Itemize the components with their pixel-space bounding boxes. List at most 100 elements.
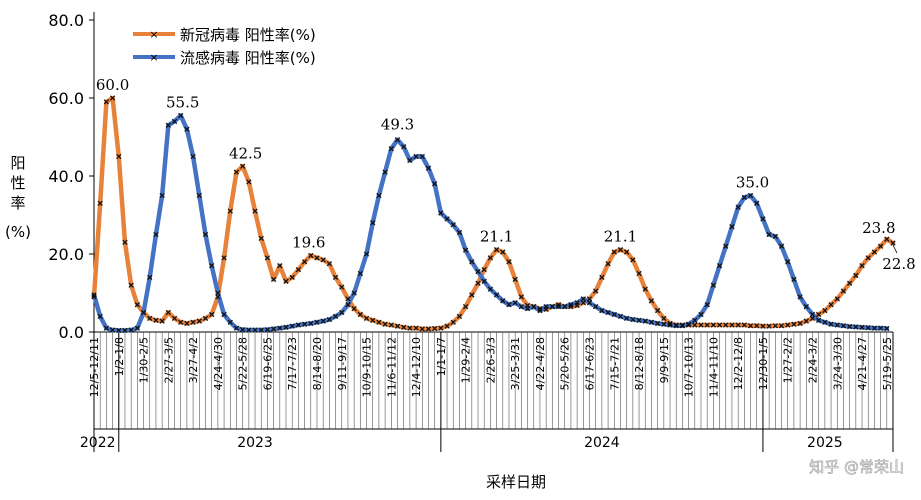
x-tick-label: 12/5-12/11 bbox=[88, 337, 101, 397]
data-label-leader bbox=[892, 244, 898, 254]
data-point-covid bbox=[171, 315, 178, 322]
data-point-flu bbox=[190, 153, 196, 160]
data-point-flu bbox=[320, 318, 326, 324]
data-point-flu bbox=[846, 323, 853, 330]
data-point-flu bbox=[611, 311, 617, 318]
data-point-covid bbox=[283, 278, 289, 284]
data-point-flu bbox=[382, 169, 388, 175]
data-point-flu bbox=[357, 270, 363, 277]
data-point-covid bbox=[91, 294, 97, 300]
year-label: 2022 bbox=[80, 435, 116, 451]
data-point-flu bbox=[407, 157, 413, 164]
data-label: 21.1 bbox=[480, 228, 513, 246]
x-tick-label: 4/22-4/28 bbox=[534, 337, 547, 390]
data-label: 35.0 bbox=[736, 174, 769, 192]
data-point-covid bbox=[698, 322, 704, 328]
data-point-covid bbox=[264, 255, 271, 261]
data-point-covid bbox=[239, 163, 246, 169]
data-point-flu bbox=[500, 298, 506, 304]
data-point-flu bbox=[283, 324, 289, 330]
data-point-covid bbox=[865, 255, 871, 261]
data-label: 55.5 bbox=[166, 94, 199, 112]
data-point-covid bbox=[704, 322, 710, 328]
data-point-covid bbox=[822, 307, 828, 314]
legend-label-covid: 新冠病毒 阳性率(%) bbox=[180, 26, 316, 44]
data-point-covid bbox=[196, 318, 202, 324]
data-point-covid bbox=[413, 325, 419, 331]
data-point-flu bbox=[419, 153, 425, 160]
data-point-flu bbox=[227, 319, 233, 325]
y-axis-title-char: 性 bbox=[10, 174, 25, 192]
data-point-flu bbox=[178, 112, 184, 119]
data-point-covid bbox=[332, 274, 339, 281]
data-point-covid bbox=[816, 311, 822, 318]
data-point-flu bbox=[710, 282, 717, 288]
data-point-covid bbox=[593, 288, 599, 294]
data-point-covid bbox=[394, 323, 401, 329]
data-point-covid bbox=[760, 323, 766, 329]
data-point-flu bbox=[221, 311, 227, 318]
data-point-covid bbox=[648, 298, 655, 304]
y-tick-label: 40.0 bbox=[48, 167, 84, 186]
data-point-flu bbox=[524, 305, 531, 312]
data-point-covid bbox=[586, 296, 593, 302]
data-point-covid bbox=[444, 323, 450, 329]
data-point-flu bbox=[698, 311, 704, 318]
data-point-covid bbox=[605, 261, 611, 267]
data-point-covid bbox=[884, 236, 890, 242]
data-point-flu bbox=[586, 300, 593, 306]
data-point-flu bbox=[797, 294, 803, 300]
data-point-flu bbox=[580, 296, 586, 302]
x-tick-label: 12/2-12/8 bbox=[732, 337, 745, 390]
data-point-flu bbox=[450, 222, 456, 228]
data-label: 60.0 bbox=[96, 76, 129, 94]
data-point-covid bbox=[401, 324, 407, 330]
data-point-covid bbox=[500, 249, 506, 255]
x-tick-label: 2/27-3/5 bbox=[162, 337, 175, 383]
data-point-flu bbox=[543, 303, 549, 310]
data-point-flu bbox=[685, 321, 692, 327]
data-point-covid bbox=[339, 284, 345, 290]
data-point-covid bbox=[456, 313, 463, 320]
data-point-flu bbox=[326, 316, 333, 323]
x-tick-label: 5/20-5/26 bbox=[559, 337, 572, 390]
data-point-flu bbox=[401, 144, 407, 150]
data-point-flu bbox=[277, 325, 283, 331]
data-point-flu bbox=[840, 323, 847, 329]
data-point-flu bbox=[134, 325, 141, 331]
data-point-covid bbox=[165, 309, 171, 316]
data-point-covid bbox=[475, 280, 481, 286]
data-point-covid bbox=[654, 307, 661, 314]
data-point-covid bbox=[735, 322, 741, 328]
series-markers bbox=[91, 95, 896, 334]
data-point-covid bbox=[277, 263, 283, 269]
y-tick-label: 0.0 bbox=[59, 323, 84, 342]
data-point-flu bbox=[215, 290, 221, 296]
data-point-flu bbox=[239, 327, 246, 333]
data-point-covid bbox=[246, 179, 252, 185]
data-point-flu bbox=[630, 316, 636, 323]
data-point-flu bbox=[760, 216, 766, 222]
data-point-covid bbox=[116, 153, 122, 160]
data-point-flu bbox=[413, 153, 419, 160]
data-point-covid bbox=[778, 323, 785, 329]
y-tick-label: 60.0 bbox=[48, 89, 84, 108]
series-line-covid bbox=[91, 95, 896, 332]
data-point-covid bbox=[202, 315, 209, 322]
x-tick-label: 1/27-2/2 bbox=[782, 337, 795, 383]
data-point-flu bbox=[568, 302, 574, 308]
legend-label-flu: 流感病毒 阳性率(%) bbox=[180, 49, 316, 67]
data-point-covid bbox=[450, 319, 456, 325]
y-axis-title: 阳 性 率 (%) bbox=[5, 154, 31, 241]
data-point-flu bbox=[822, 319, 828, 325]
data-point-covid bbox=[308, 252, 314, 259]
data-point-covid bbox=[159, 318, 165, 324]
x-tick-label: 12/4-12/10 bbox=[410, 337, 423, 397]
data-point-flu bbox=[729, 224, 735, 230]
data-point-flu bbox=[171, 118, 178, 125]
x-tick-label: 12/30-1/5 bbox=[757, 337, 770, 390]
data-point-covid bbox=[270, 276, 277, 283]
x-tick-label: 5/22-5/28 bbox=[237, 337, 250, 390]
data-label: 42.5 bbox=[229, 144, 262, 162]
